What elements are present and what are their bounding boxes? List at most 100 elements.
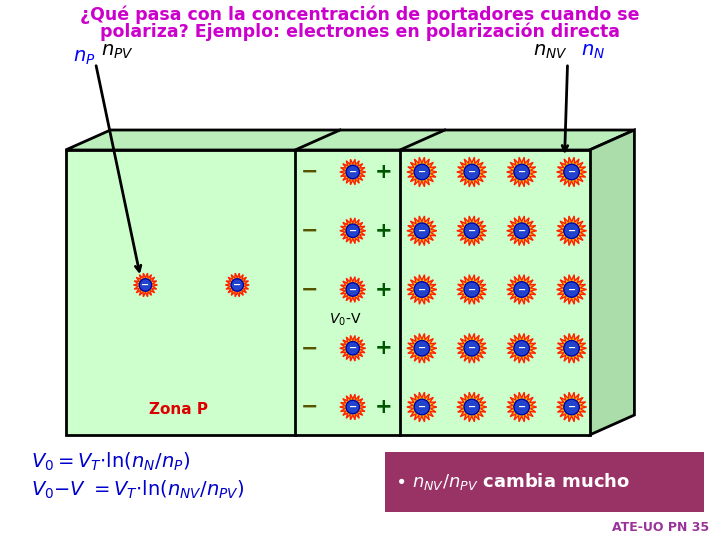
Text: −: − — [518, 226, 526, 236]
Polygon shape — [340, 394, 366, 420]
Polygon shape — [557, 334, 587, 363]
Text: −: − — [418, 402, 426, 412]
Text: $V_0 = V_T{\cdot}\ln(n_N/n_P)$: $V_0 = V_T{\cdot}\ln(n_N/n_P)$ — [31, 451, 190, 473]
Text: +: + — [375, 338, 393, 358]
Polygon shape — [340, 218, 366, 244]
Polygon shape — [66, 150, 590, 435]
Polygon shape — [456, 275, 487, 304]
Polygon shape — [407, 216, 437, 246]
Text: −: − — [567, 167, 575, 177]
Text: −: − — [468, 285, 476, 294]
Circle shape — [564, 164, 580, 180]
Text: $n_N$: $n_N$ — [580, 43, 605, 62]
Circle shape — [514, 399, 529, 415]
FancyBboxPatch shape — [385, 452, 704, 512]
Circle shape — [464, 282, 480, 298]
Polygon shape — [507, 334, 536, 363]
Circle shape — [564, 340, 580, 356]
Text: −: − — [348, 226, 357, 236]
Text: $n_P$: $n_P$ — [73, 49, 95, 68]
Circle shape — [414, 340, 430, 356]
Circle shape — [464, 164, 480, 180]
Text: −: − — [518, 285, 526, 294]
Circle shape — [414, 282, 430, 298]
Text: −: − — [567, 226, 575, 236]
Text: −: − — [468, 226, 476, 236]
Text: −: − — [418, 285, 426, 294]
Polygon shape — [557, 216, 587, 246]
Polygon shape — [557, 157, 587, 187]
Text: −: − — [300, 221, 318, 241]
Circle shape — [346, 400, 359, 414]
Polygon shape — [407, 334, 437, 363]
Text: −: − — [518, 167, 526, 177]
Text: ¿Qué pasa con la concentración de portadores cuando se: ¿Qué pasa con la concentración de portad… — [80, 6, 640, 24]
Circle shape — [514, 164, 529, 180]
Circle shape — [464, 223, 480, 239]
Polygon shape — [456, 216, 487, 246]
Polygon shape — [507, 216, 536, 246]
Text: −: − — [348, 167, 357, 177]
Polygon shape — [225, 273, 249, 297]
Text: $n_{PV}$: $n_{PV}$ — [101, 43, 133, 62]
Text: −: − — [567, 343, 575, 353]
Polygon shape — [340, 159, 366, 185]
Polygon shape — [456, 157, 487, 187]
Text: +: + — [375, 280, 393, 300]
Polygon shape — [407, 275, 437, 304]
Polygon shape — [456, 334, 487, 363]
Text: −: − — [348, 343, 357, 353]
Circle shape — [139, 279, 152, 291]
Circle shape — [346, 224, 359, 238]
Text: −: − — [348, 285, 357, 294]
Text: −: − — [348, 402, 357, 412]
Polygon shape — [340, 335, 366, 361]
Text: −: − — [468, 402, 476, 412]
Circle shape — [414, 223, 430, 239]
Text: −: − — [233, 280, 241, 290]
Polygon shape — [557, 392, 587, 422]
Circle shape — [346, 283, 359, 296]
Text: ATE-UO PN 35: ATE-UO PN 35 — [612, 521, 709, 534]
Text: −: − — [300, 397, 318, 417]
Text: −: − — [300, 280, 318, 300]
Polygon shape — [557, 275, 587, 304]
Text: $V_0{-}V\ {=}V_T{\cdot}\ln(n_{NV}/n_{PV})$: $V_0{-}V\ {=}V_T{\cdot}\ln(n_{NV}/n_{PV}… — [31, 479, 245, 501]
Text: Zona P: Zona P — [149, 402, 208, 417]
Circle shape — [564, 282, 580, 298]
Polygon shape — [456, 392, 487, 422]
Text: +: + — [375, 397, 393, 417]
Text: +: + — [375, 162, 393, 182]
Text: −: − — [300, 162, 318, 182]
Text: polariza? Ejemplo: electrones en polarización directa: polariza? Ejemplo: electrones en polariz… — [100, 23, 620, 41]
Text: −: − — [567, 402, 575, 412]
Polygon shape — [507, 157, 536, 187]
Polygon shape — [507, 275, 536, 304]
Polygon shape — [507, 392, 536, 422]
Text: $\bullet\ n_{NV}/n_{PV}$ cambia mucho: $\bullet\ n_{NV}/n_{PV}$ cambia mucho — [395, 471, 630, 492]
Polygon shape — [66, 130, 634, 150]
Polygon shape — [340, 276, 366, 302]
Polygon shape — [590, 130, 634, 435]
Text: −: − — [468, 167, 476, 177]
Polygon shape — [407, 392, 437, 422]
Text: −: − — [300, 338, 318, 358]
Text: $n_{NV}$: $n_{NV}$ — [533, 43, 567, 62]
Circle shape — [464, 340, 480, 356]
Circle shape — [346, 341, 359, 355]
Circle shape — [414, 164, 430, 180]
Circle shape — [414, 399, 430, 415]
Text: −: − — [567, 285, 575, 294]
Circle shape — [514, 223, 529, 239]
Circle shape — [514, 282, 529, 298]
Text: +: + — [375, 221, 393, 241]
Text: −: − — [418, 167, 426, 177]
Text: −: − — [418, 226, 426, 236]
Polygon shape — [407, 157, 437, 187]
Circle shape — [564, 223, 580, 239]
Polygon shape — [133, 273, 158, 297]
Circle shape — [231, 279, 243, 291]
Circle shape — [464, 399, 480, 415]
Text: −: − — [468, 343, 476, 353]
Text: −: − — [518, 343, 526, 353]
